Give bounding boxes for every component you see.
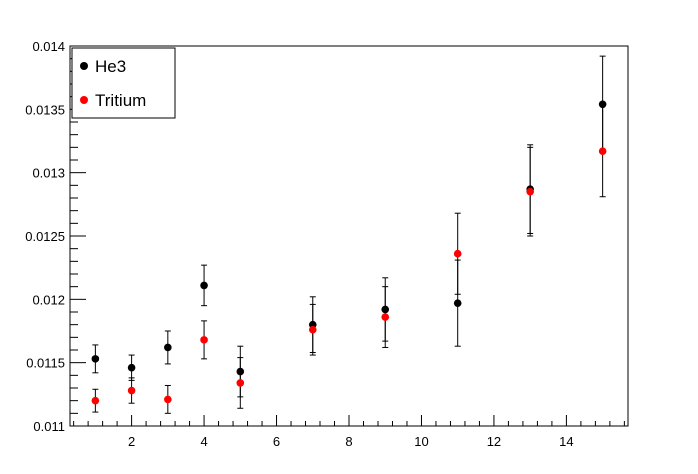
data-point-tritium [200, 336, 208, 344]
data-points [91, 55, 607, 414]
data-point-tritium [381, 313, 390, 321]
x-tick-label: 14 [559, 434, 573, 449]
data-point-he3 [598, 100, 607, 109]
legend-marker-he3 [80, 62, 88, 70]
y-tick-label: 0.013 [32, 166, 65, 181]
data-point-he3 [381, 305, 390, 314]
y-tick-label: 0.011 [33, 419, 65, 434]
data-point-tritium [91, 396, 100, 405]
data-point-he3 [453, 299, 462, 307]
data-point-he3 [127, 363, 136, 372]
data-point-tritium [164, 395, 172, 404]
legend-box [71, 47, 176, 119]
x-tick-label: 6 [273, 434, 280, 449]
data-point-he3 [91, 355, 100, 363]
x-axis: 2 4 6 8 10 12 14 [73, 415, 625, 449]
data-point-tritium [453, 249, 462, 258]
y-tick-label: 0.0135 [25, 102, 65, 117]
data-point-tritium [308, 325, 317, 334]
x-tick-label: 4 [200, 434, 207, 449]
y-tick-label: 0.012 [32, 292, 65, 307]
data-point-he3 [164, 343, 172, 352]
y-axis: 0.011 0.0115 0.012 0.0125 0.013 0.0135 0.014 [25, 39, 86, 434]
x-tick-label: 10 [414, 434, 428, 449]
data-point-he3 [236, 367, 245, 376]
legend-marker-tritium [80, 96, 88, 104]
data-point-tritium [127, 386, 136, 395]
y-tick-label: 0.0125 [25, 229, 65, 244]
data-point-tritium [598, 147, 607, 155]
legend-label-he3: He3 [95, 57, 126, 76]
y-tick-label: 0.0115 [26, 356, 65, 371]
data-point-tritium [526, 187, 534, 196]
y-tick-label: 0.014 [32, 39, 65, 54]
data-point-tritium [236, 379, 245, 387]
legend-label-tritium: Tritium [95, 91, 146, 110]
x-tick-label: 2 [128, 434, 135, 449]
x-tick-label: 12 [487, 434, 501, 449]
x-tick-label: 8 [345, 434, 352, 449]
data-point-he3 [200, 281, 208, 290]
legend: He3 Tritium [71, 47, 176, 119]
